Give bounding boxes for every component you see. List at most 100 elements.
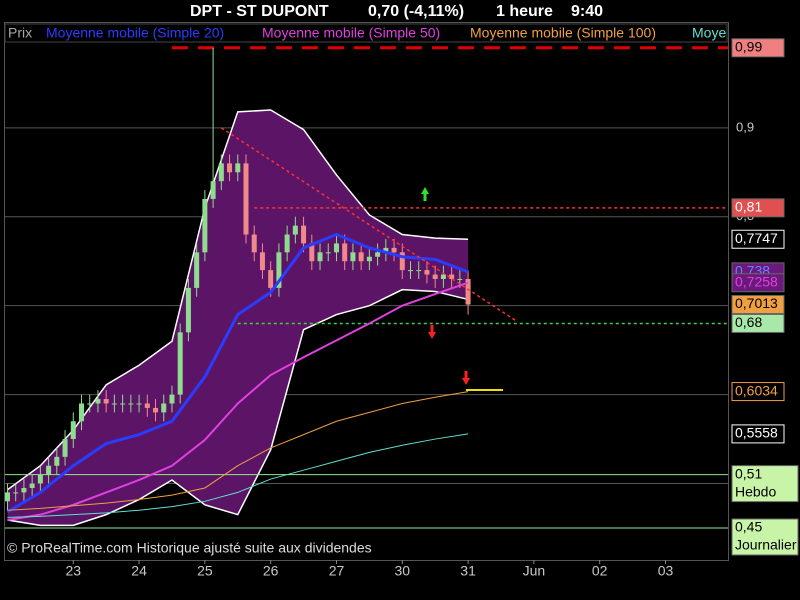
candle-body — [202, 198, 208, 253]
candle-body — [333, 243, 339, 253]
candle-body — [29, 483, 35, 488]
down-arrow — [428, 325, 436, 339]
candle-body — [177, 332, 183, 395]
candle-body — [21, 487, 27, 493]
candle-body — [301, 225, 307, 244]
candle-body — [185, 287, 191, 333]
x-tick-label: 25 — [197, 563, 213, 579]
x-tick-label: Jun — [523, 563, 546, 579]
chart-title: DPT - ST DUPONT — [190, 3, 329, 20]
x-tick-label: 31 — [460, 563, 476, 579]
x-tick-label: 26 — [263, 563, 279, 579]
moving-average — [6, 232, 469, 514]
candle-body — [317, 252, 323, 262]
candle-body — [120, 403, 126, 405]
candle-body — [144, 403, 150, 408]
moving-average — [7, 281, 469, 521]
price-change: 0,70 (-4,11%) — [368, 3, 464, 20]
candle-body — [210, 181, 216, 199]
legend-label: Prix — [8, 25, 32, 41]
value-label: 0,7747 — [735, 230, 778, 246]
value-box — [731, 382, 785, 402]
candle-body — [358, 252, 364, 262]
candle-body — [218, 163, 224, 182]
candle-body — [383, 247, 389, 253]
candle-body — [62, 439, 68, 457]
value-label: 0,7258 — [735, 273, 778, 289]
candle-body — [342, 243, 348, 262]
value-label: 0,6034 — [735, 382, 778, 398]
value-box — [731, 424, 785, 444]
candle-body — [408, 270, 414, 272]
candle-body — [13, 492, 19, 494]
candle-body — [391, 247, 397, 253]
candle-body — [457, 278, 463, 280]
candle-body — [95, 399, 101, 404]
down-arrow — [462, 371, 470, 385]
candle-body — [276, 252, 282, 288]
value-box — [731, 273, 785, 293]
candle-body — [235, 163, 241, 173]
value-label: 0,68 — [735, 314, 762, 330]
legend-entry: Moyenne mobile (Simple 50) — [262, 25, 440, 41]
legend-entry: Moyenne mobile (Simple 100) — [470, 25, 656, 41]
candle-body — [251, 234, 257, 253]
candle-body — [54, 456, 60, 466]
candle-body — [5, 492, 10, 502]
candle-body — [103, 399, 109, 404]
candle-body — [78, 403, 84, 422]
legend-box — [4, 23, 728, 43]
candle-body — [194, 252, 200, 288]
candle-body — [161, 403, 167, 413]
band-upper — [7, 109, 469, 491]
value-box — [731, 198, 785, 218]
value-sublabel: Journalier — [735, 537, 797, 553]
footer: © ProRealTime.com Historique ajusté suit… — [7, 540, 372, 556]
value-label: 0,45 — [735, 519, 762, 535]
up-arrow — [421, 187, 429, 201]
candle-body — [70, 421, 76, 440]
candle-body — [375, 252, 381, 257]
legend-entry: Moye — [692, 25, 726, 41]
value-sublabel: Hebdo — [735, 483, 776, 499]
x-tick-label: 02 — [592, 563, 608, 579]
candle-body — [416, 270, 422, 272]
trendline — [220, 127, 518, 323]
candle-body — [309, 243, 315, 262]
value-box — [731, 38, 785, 58]
value-label: 0,7013 — [735, 295, 778, 311]
y-tick-label: 0,9 — [736, 119, 754, 134]
value-label: 0,81 — [735, 199, 762, 215]
candle-body — [366, 256, 372, 262]
value-label: 0,99 — [735, 38, 762, 54]
value-label: 0,51 — [735, 465, 762, 481]
candle-body — [432, 274, 438, 279]
candle-body — [243, 163, 249, 235]
x-tick-label: 30 — [394, 563, 410, 579]
candle-body — [111, 403, 117, 405]
plot-area — [5, 46, 728, 529]
candle-body — [424, 270, 430, 275]
candle-body — [268, 270, 274, 288]
candle-body — [325, 252, 331, 254]
candle-body — [87, 403, 93, 405]
moving-average — [7, 391, 469, 511]
candle-body — [153, 407, 159, 413]
candle-body — [449, 274, 455, 279]
candle-body — [284, 234, 290, 253]
x-tick-label: 23 — [65, 563, 81, 579]
candle-body — [46, 465, 52, 475]
value-box — [731, 313, 785, 333]
x-tick-label: 27 — [329, 563, 345, 579]
candle-body — [350, 252, 356, 262]
period: 1 heure — [496, 3, 553, 20]
candle-body — [128, 403, 134, 405]
overlay — [421, 187, 503, 391]
legend-entry: Moyenne mobile (Simple 20) — [46, 25, 224, 41]
candle-body — [259, 252, 265, 271]
value-box — [731, 465, 799, 503]
candle-body — [440, 274, 446, 279]
candle-body — [169, 394, 175, 404]
time: 9:40 — [571, 3, 603, 20]
value-box — [731, 229, 785, 249]
